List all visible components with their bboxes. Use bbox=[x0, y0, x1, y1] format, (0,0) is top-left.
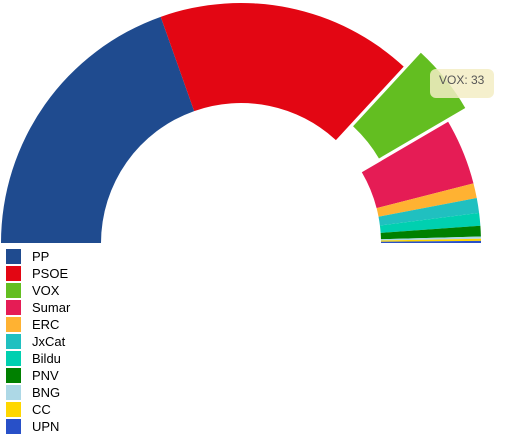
legend-swatch bbox=[6, 249, 21, 264]
chart-tooltip: VOX: 33 bbox=[430, 69, 494, 98]
legend-item-cc[interactable]: CC bbox=[6, 401, 70, 418]
legend-item-jxcat[interactable]: JxCat bbox=[6, 333, 70, 350]
legend-label: PP bbox=[32, 249, 50, 264]
legend-label: BNG bbox=[32, 385, 61, 400]
legend-item-sumar[interactable]: Sumar bbox=[6, 299, 70, 316]
legend-item-upn[interactable]: UPN bbox=[6, 418, 70, 435]
slice-erc[interactable] bbox=[376, 183, 477, 217]
legend-swatch bbox=[6, 266, 21, 281]
legend-swatch bbox=[6, 351, 21, 366]
slice-bng[interactable] bbox=[380, 236, 481, 241]
chart-legend: PP PSOE VOX Sumar ERC JxCat Bildu PNV BNG CC UPN bbox=[6, 248, 70, 435]
legend-item-bildu[interactable]: Bildu bbox=[6, 350, 70, 367]
legend-item-pp[interactable]: PP bbox=[6, 248, 70, 265]
slice-sumar[interactable] bbox=[361, 121, 474, 209]
slice-jxcat[interactable] bbox=[378, 198, 480, 226]
legend-label: PNV bbox=[32, 368, 59, 383]
slice-bildu[interactable] bbox=[379, 212, 481, 233]
slice-pp[interactable] bbox=[1, 16, 195, 243]
legend-label: Sumar bbox=[32, 300, 71, 315]
legend-label: JxCat bbox=[32, 334, 66, 349]
legend-item-vox[interactable]: VOX bbox=[6, 282, 70, 299]
legend-item-bng[interactable]: BNG bbox=[6, 384, 70, 401]
slice-upn[interactable] bbox=[380, 240, 481, 243]
legend-item-erc[interactable]: ERC bbox=[6, 316, 70, 333]
legend-label: CC bbox=[32, 402, 51, 417]
legend-swatch bbox=[6, 402, 21, 417]
slice-cc[interactable] bbox=[380, 238, 481, 242]
slice-pnv[interactable] bbox=[380, 225, 481, 240]
legend-item-psoe[interactable]: PSOE bbox=[6, 265, 70, 282]
legend-swatch bbox=[6, 300, 21, 315]
legend-label: Bildu bbox=[32, 351, 61, 366]
legend-item-pnv[interactable]: PNV bbox=[6, 367, 70, 384]
legend-label: VOX bbox=[32, 283, 60, 298]
legend-swatch bbox=[6, 419, 21, 434]
slice-psoe[interactable] bbox=[160, 3, 404, 141]
legend-swatch bbox=[6, 385, 21, 400]
legend-label: UPN bbox=[32, 419, 60, 434]
legend-swatch bbox=[6, 334, 21, 349]
legend-label: ERC bbox=[32, 317, 60, 332]
legend-label: PSOE bbox=[32, 266, 69, 281]
legend-swatch bbox=[6, 283, 21, 298]
legend-swatch bbox=[6, 368, 21, 383]
legend-swatch bbox=[6, 317, 21, 332]
